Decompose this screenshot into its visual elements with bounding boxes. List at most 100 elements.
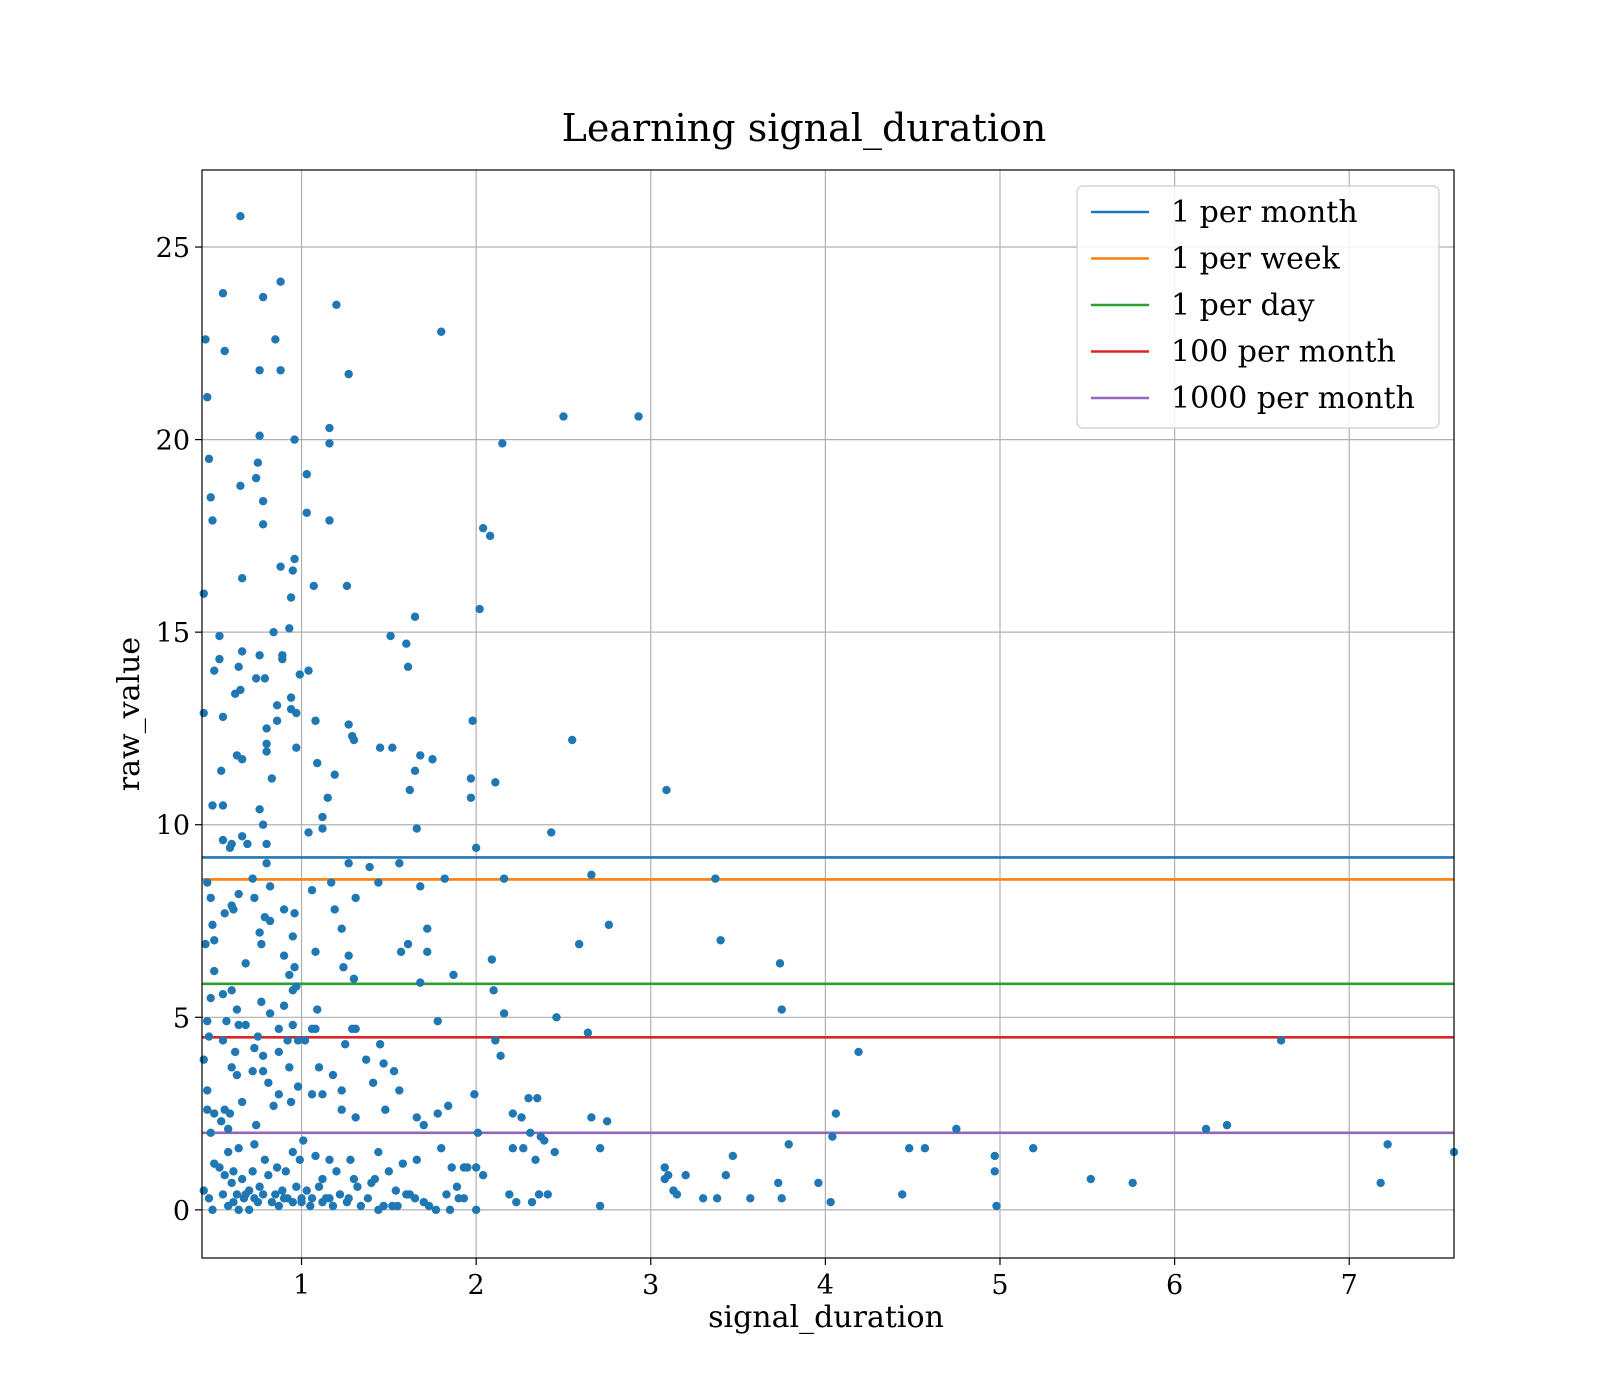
data-point-10 bbox=[276, 366, 285, 375]
data-point-373 bbox=[344, 1194, 353, 1203]
data-point-280 bbox=[478, 1170, 488, 1180]
data-point-157 bbox=[241, 959, 250, 968]
data-point-334 bbox=[431, 1205, 441, 1215]
data-point-14 bbox=[634, 412, 643, 421]
data-point-104 bbox=[304, 828, 313, 837]
data-point-155 bbox=[716, 936, 725, 945]
data-point-39 bbox=[199, 589, 208, 598]
data-point-168 bbox=[227, 986, 236, 995]
data-point-75 bbox=[567, 735, 577, 745]
data-point-35 bbox=[288, 566, 298, 575]
data-point-270 bbox=[325, 1155, 334, 1164]
data-point-275 bbox=[398, 1159, 408, 1168]
data-point-98 bbox=[255, 805, 264, 814]
data-point-384 bbox=[388, 1201, 397, 1211]
data-point-45 bbox=[215, 631, 224, 641]
data-point-49 bbox=[237, 647, 247, 656]
data-point-266 bbox=[272, 1163, 282, 1172]
data-point-159 bbox=[339, 963, 348, 972]
data-point-335 bbox=[442, 1190, 451, 1199]
data-point-19 bbox=[498, 439, 507, 448]
data-point-94 bbox=[323, 793, 332, 802]
data-point-388 bbox=[281, 1167, 291, 1176]
data-point-46 bbox=[386, 631, 395, 641]
x-tick-label-0: 1 bbox=[293, 1270, 310, 1301]
data-point-217 bbox=[328, 1070, 338, 1080]
data-point-310 bbox=[237, 1174, 247, 1184]
data-point-290 bbox=[728, 1151, 738, 1161]
data-point-116 bbox=[248, 874, 257, 883]
data-point-119 bbox=[265, 882, 275, 891]
data-point-347 bbox=[698, 1194, 708, 1203]
data-point-145 bbox=[201, 939, 210, 949]
data-point-21 bbox=[253, 458, 263, 467]
data-point-392 bbox=[229, 1167, 238, 1176]
data-point-253 bbox=[540, 1136, 549, 1145]
data-point-190 bbox=[293, 1036, 303, 1045]
data-point-248 bbox=[517, 1113, 526, 1122]
data-point-20 bbox=[204, 454, 214, 464]
data-point-179 bbox=[203, 1016, 212, 1026]
legend-label-4: 1000 per month bbox=[1171, 381, 1415, 416]
data-point-359 bbox=[229, 1197, 238, 1207]
data-point-224 bbox=[307, 1090, 317, 1099]
data-point-114 bbox=[344, 859, 353, 868]
data-point-96 bbox=[208, 801, 217, 810]
threshold-lines bbox=[202, 856, 1454, 1135]
data-point-254 bbox=[587, 1113, 596, 1122]
data-point-139 bbox=[208, 920, 217, 930]
data-point-360 bbox=[234, 1205, 243, 1215]
data-point-375 bbox=[374, 1205, 383, 1215]
data-point-61 bbox=[230, 689, 240, 698]
data-point-51 bbox=[278, 654, 287, 664]
data-point-122 bbox=[499, 874, 509, 883]
data-point-363 bbox=[253, 1197, 263, 1207]
data-point-134 bbox=[330, 905, 339, 914]
data-point-103 bbox=[547, 828, 556, 837]
data-point-222 bbox=[395, 1086, 404, 1095]
data-point-33 bbox=[290, 554, 299, 564]
data-point-23 bbox=[251, 473, 261, 483]
data-point-381 bbox=[463, 1163, 472, 1172]
data-point-72 bbox=[262, 724, 271, 733]
data-point-82 bbox=[237, 755, 247, 764]
data-point-295 bbox=[904, 1144, 914, 1153]
plot-frame bbox=[201, 169, 1455, 1259]
data-point-239 bbox=[351, 1113, 360, 1122]
data-point-196 bbox=[204, 1032, 214, 1041]
data-point-150 bbox=[279, 951, 289, 960]
data-point-230 bbox=[237, 1097, 247, 1107]
data-point-209 bbox=[227, 1063, 236, 1072]
x-tick-label-4: 5 bbox=[991, 1270, 1008, 1301]
data-point-42 bbox=[410, 612, 420, 621]
data-point-43 bbox=[269, 627, 278, 637]
data-point-133 bbox=[229, 905, 238, 914]
data-point-385 bbox=[349, 1174, 359, 1184]
data-point-1 bbox=[276, 277, 285, 286]
data-point-250 bbox=[533, 1093, 542, 1103]
data-point-84 bbox=[428, 755, 437, 764]
data-point-235 bbox=[217, 1117, 226, 1126]
data-point-291 bbox=[721, 1170, 731, 1180]
y-tick-label-3: 15 bbox=[156, 618, 190, 649]
data-point-176 bbox=[313, 1005, 322, 1014]
data-point-195 bbox=[1276, 1036, 1286, 1045]
data-point-192 bbox=[433, 1016, 442, 1026]
data-point-86 bbox=[217, 766, 226, 776]
data-point-203 bbox=[300, 1036, 310, 1045]
data-point-302 bbox=[1383, 1140, 1392, 1149]
data-point-100 bbox=[258, 820, 268, 829]
data-point-16 bbox=[255, 431, 264, 440]
data-point-115 bbox=[262, 859, 271, 868]
data-point-24 bbox=[236, 481, 245, 491]
data-point-237 bbox=[337, 1086, 346, 1095]
data-point-191 bbox=[375, 1040, 385, 1049]
data-point-85 bbox=[313, 758, 322, 768]
x-tick-label-6: 7 bbox=[1341, 1270, 1358, 1301]
x-tick-label-5: 6 bbox=[1166, 1270, 1183, 1301]
data-point-63 bbox=[272, 701, 282, 710]
data-point-296 bbox=[920, 1144, 930, 1153]
data-point-309 bbox=[232, 1190, 242, 1199]
data-point-258 bbox=[952, 1124, 961, 1134]
data-point-44 bbox=[285, 624, 294, 633]
